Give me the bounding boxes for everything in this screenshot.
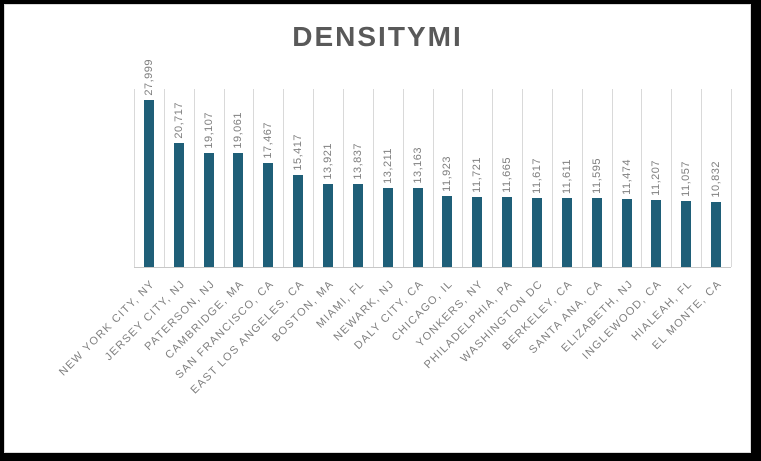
gridline (612, 89, 613, 267)
value-label: 13,837 (352, 143, 364, 180)
bar (383, 188, 393, 267)
gridline (283, 89, 284, 267)
bar (293, 175, 303, 267)
bar (651, 200, 661, 267)
bar (472, 197, 482, 267)
gridline (433, 89, 434, 267)
bar (144, 100, 154, 267)
bar (622, 199, 632, 267)
bar (323, 184, 333, 267)
value-label: 20,717 (173, 102, 185, 139)
gridline (492, 89, 493, 267)
value-label: 11,923 (441, 156, 453, 192)
gridline (164, 89, 165, 267)
value-label: 17,467 (262, 122, 274, 159)
bar (532, 198, 542, 267)
chart-canvas: DENSITYMI 27,999 20,717 19,107 19,061 17,467… (4, 4, 751, 453)
bar (681, 201, 691, 267)
value-label: 15,417 (292, 134, 304, 171)
bar (413, 188, 423, 267)
value-label: 11,611 (561, 158, 573, 194)
bar (263, 163, 273, 267)
chart-title: DENSITYMI (292, 21, 463, 52)
gridline (343, 89, 344, 267)
value-label: 11,617 (531, 158, 543, 194)
gridline (224, 89, 225, 267)
bar (233, 153, 243, 267)
gridline (373, 89, 374, 267)
value-label: 10,832 (710, 161, 722, 198)
bar (502, 197, 512, 267)
bar (353, 184, 363, 267)
gridline (522, 89, 523, 267)
value-label: 11,665 (501, 157, 513, 193)
gridline (462, 89, 463, 267)
gridline (403, 89, 404, 267)
bar (711, 202, 721, 267)
gridline (731, 89, 732, 267)
gridline (582, 89, 583, 267)
gridline (194, 89, 195, 267)
bar (204, 153, 214, 267)
gridline (701, 89, 702, 267)
value-label: 11,207 (650, 160, 662, 196)
value-label: 11,721 (471, 157, 483, 193)
gridline (671, 89, 672, 267)
value-label: 13,921 (322, 143, 334, 180)
value-label: 11,474 (621, 159, 633, 195)
gridline (641, 89, 642, 267)
gridline (552, 89, 553, 267)
plot-area: 27,999 20,717 19,107 19,061 17,467 15,417 13,9… (134, 59, 732, 268)
gridline (253, 89, 254, 267)
value-label: 11,595 (591, 158, 603, 194)
bar (442, 196, 452, 267)
value-label: 19,061 (232, 112, 244, 149)
value-label: 27,999 (143, 59, 155, 96)
bar (562, 198, 572, 267)
bar (174, 143, 184, 267)
x-axis-labels: NEW YORK CITY, NY JERSEY CITY, NJ PATERSON… (57, 268, 731, 452)
value-label: 19,107 (203, 112, 215, 149)
bar (592, 198, 602, 267)
value-label: 11,057 (680, 161, 692, 197)
value-label: 13,211 (382, 148, 394, 184)
value-label: 13,163 (412, 147, 424, 184)
gridline (313, 89, 314, 267)
gridline (134, 89, 135, 267)
